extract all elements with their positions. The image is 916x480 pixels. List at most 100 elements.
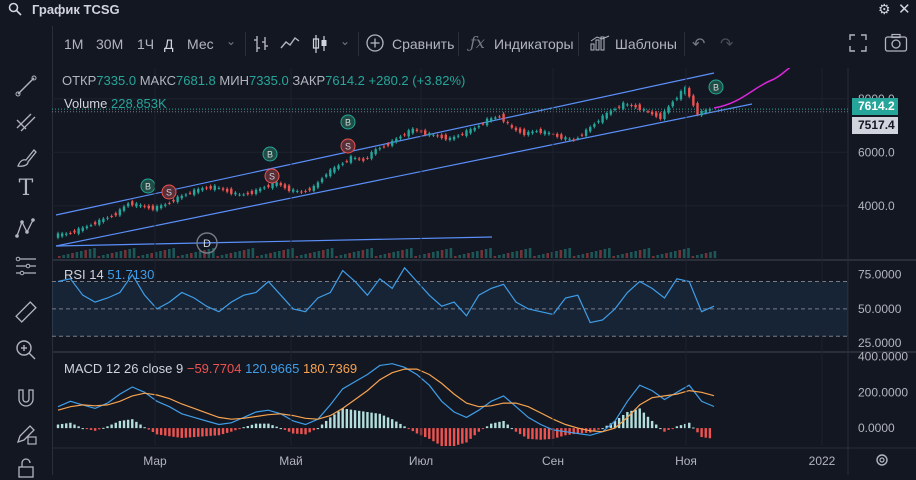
timeframe-month[interactable]: Мес	[187, 36, 214, 52]
macd-histogram-bar	[399, 423, 402, 429]
close-icon[interactable]: ✕	[898, 1, 911, 18]
chevron-down-icon[interactable]: ⌄	[226, 34, 237, 48]
volume-bar	[304, 254, 307, 258]
pattern-icon[interactable]	[14, 216, 38, 240]
candle-body	[469, 129, 472, 134]
line-style-icon[interactable]	[280, 34, 300, 52]
bar-style-icon[interactable]	[252, 34, 270, 54]
candle-body	[176, 196, 179, 202]
macd-histogram-bar	[539, 428, 542, 440]
candle-body	[184, 194, 188, 196]
macd-histogram-bar	[498, 421, 501, 429]
macd-histogram-bar	[659, 428, 662, 430]
volume-bar	[317, 251, 321, 258]
buy-signal-label: B	[713, 83, 719, 93]
candle-body	[246, 192, 249, 195]
volume-bar	[458, 255, 461, 258]
timeframe-day[interactable]: Д	[164, 36, 174, 52]
volume-bar	[212, 248, 215, 258]
add-compare-icon[interactable]	[366, 34, 384, 52]
macd-histogram-bar	[374, 413, 377, 429]
candle-body	[403, 134, 406, 136]
macd-histogram-bar	[444, 428, 448, 446]
change-value: +280.2 (+3.82%)	[368, 73, 466, 88]
candle-style-icon[interactable]	[311, 33, 329, 55]
camera-icon[interactable]	[884, 33, 908, 53]
volume-bar	[383, 254, 387, 258]
chart-canvas[interactable]: 4000.06000.08000.0BSSBSBBD25.000050.0000…	[52, 68, 916, 475]
macd-histogram-bar	[543, 428, 547, 440]
candle-body	[510, 125, 514, 128]
volume-bar	[691, 256, 695, 258]
time-tick-label: Ноя	[675, 454, 697, 468]
candle-body	[708, 109, 712, 111]
volume-bar	[185, 254, 189, 258]
text-tool-icon[interactable]: T	[18, 176, 34, 201]
candle-body	[341, 163, 344, 165]
macd-histogram-bar	[477, 428, 481, 432]
macd-histogram-bar	[258, 423, 262, 429]
compare-button[interactable]: Сравнить	[392, 36, 455, 52]
macd-histogram-bar	[213, 428, 216, 436]
volume-bar	[704, 253, 708, 258]
candle-body	[704, 109, 707, 113]
candle-body	[514, 127, 518, 131]
volume-bar	[370, 248, 373, 258]
macd-histogram-bar	[485, 426, 489, 429]
candle-body	[180, 195, 183, 199]
macd-histogram-bar	[329, 417, 332, 429]
macd-signal-value: 180.7369	[302, 361, 358, 376]
timeframe-1m[interactable]: 1M	[64, 36, 84, 52]
volume-bar	[229, 253, 233, 258]
macd-histogram-bar	[683, 423, 687, 429]
undo-icon[interactable]: ↶	[692, 36, 706, 53]
candle-body	[238, 194, 241, 196]
macd-histogram-bar	[655, 424, 658, 429]
ruler-icon[interactable]	[14, 300, 38, 324]
redo-icon[interactable]: ↷	[720, 36, 734, 53]
timeframe-30m[interactable]: 30M	[96, 36, 124, 52]
volume-bar	[432, 252, 435, 258]
macd-histogram-bar	[300, 428, 303, 435]
volume-bar	[269, 253, 272, 258]
lock-pencil-icon[interactable]	[14, 422, 38, 446]
divider	[245, 32, 246, 56]
volume-bar	[234, 252, 237, 258]
lock-icon[interactable]	[14, 456, 38, 480]
chart-settings-icon[interactable]	[874, 452, 890, 468]
brush-icon[interactable]	[14, 146, 38, 170]
candle-body	[316, 182, 320, 188]
trend-line-icon[interactable]	[14, 74, 38, 98]
volume-bar	[484, 249, 488, 258]
timeframe-1h[interactable]: 1Ч	[137, 36, 155, 52]
zoom-in-icon[interactable]	[14, 338, 38, 362]
volume-bar	[352, 252, 356, 258]
magnet-icon[interactable]	[14, 386, 38, 410]
candle-body	[700, 110, 703, 116]
macd-histogram-bar	[572, 428, 575, 435]
fullscreen-icon[interactable]	[848, 33, 868, 53]
search-icon[interactable]	[8, 2, 22, 16]
candle-body	[584, 129, 588, 136]
candle-body	[626, 104, 629, 106]
forecast-icon[interactable]	[14, 254, 38, 278]
volume-bar	[643, 249, 646, 258]
macd-histogram-bar	[324, 420, 328, 429]
macd-histogram-bar	[642, 412, 646, 429]
candle-body	[461, 133, 464, 135]
volume-bar	[97, 256, 101, 258]
chevron-down-icon[interactable]: ⌄	[340, 34, 351, 48]
volume-bar	[388, 253, 391, 258]
templates-icon[interactable]	[590, 35, 610, 51]
function-icon[interactable]: ƒx	[470, 33, 485, 52]
settings-icon[interactable]: ⚙	[878, 1, 891, 17]
volume-bar	[256, 256, 259, 258]
macd-histogram-bar	[312, 428, 315, 431]
macd-histogram-bar	[415, 428, 419, 434]
candle-body	[622, 102, 625, 109]
indicators-button[interactable]: Индикаторы	[494, 36, 574, 52]
templates-button[interactable]: Шаблоны	[615, 36, 677, 52]
pitchfork-icon[interactable]	[14, 110, 38, 134]
volume-bar	[410, 248, 413, 258]
candle-body	[353, 157, 357, 159]
